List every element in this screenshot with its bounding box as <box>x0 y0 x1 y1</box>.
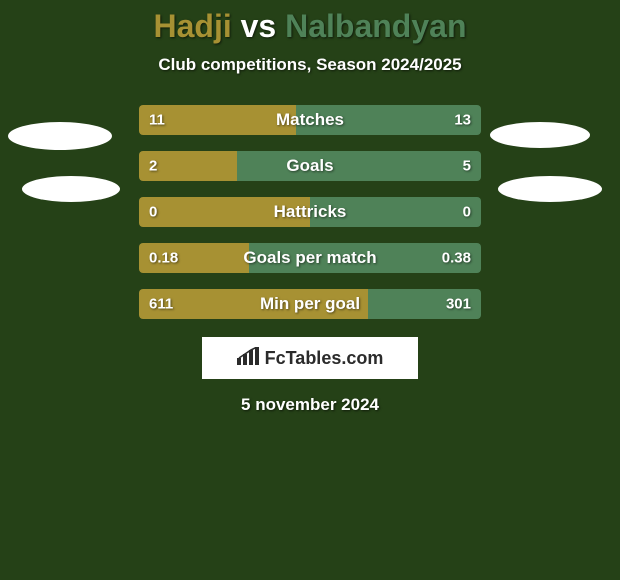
brand-box: FcTables.com <box>202 337 418 379</box>
stat-value-right: 13 <box>454 112 471 129</box>
vs-text: vs <box>241 8 277 44</box>
stat-value-right: 5 <box>463 158 471 175</box>
stat-row: Goals 2 5 <box>139 151 481 181</box>
comparison-canvas: Hadji vs Nalbandyan Club competitions, S… <box>0 0 620 580</box>
stat-value-left: 0 <box>149 204 157 221</box>
player1-name: Hadji <box>154 8 232 44</box>
team-logo-right-2 <box>498 176 602 202</box>
stat-value-left: 2 <box>149 158 157 175</box>
team-logo-right-1 <box>490 122 590 148</box>
stat-value-right: 0.38 <box>442 250 471 267</box>
stat-row: Goals per match 0.18 0.38 <box>139 243 481 273</box>
team-logo-left-1 <box>8 122 112 150</box>
stat-value-right: 0 <box>463 204 471 221</box>
stat-row: Matches 11 13 <box>139 105 481 135</box>
brand-text: FcTables.com <box>265 348 384 369</box>
team-logo-left-2 <box>22 176 120 202</box>
date-text: 5 november 2024 <box>0 395 620 415</box>
player2-name: Nalbandyan <box>285 8 466 44</box>
page-title: Hadji vs Nalbandyan <box>0 0 620 45</box>
stat-fill-right <box>237 151 481 181</box>
stat-value-right: 301 <box>446 296 471 313</box>
stat-row: Min per goal 611 301 <box>139 289 481 319</box>
brand-chart-icon <box>237 347 259 370</box>
stat-label: Goals per match <box>243 248 376 268</box>
stat-value-left: 0.18 <box>149 250 178 267</box>
stat-label: Goals <box>286 156 333 176</box>
stat-bars: Matches 11 13 Goals 2 5 Hattricks 0 0 Goals per m… <box>139 105 481 319</box>
stat-label: Min per goal <box>260 294 360 314</box>
stat-value-left: 11 <box>149 112 165 129</box>
stat-value-left: 611 <box>149 296 173 313</box>
subtitle: Club competitions, Season 2024/2025 <box>0 55 620 75</box>
stat-label: Matches <box>276 110 344 130</box>
stat-label: Hattricks <box>274 202 347 222</box>
stat-row: Hattricks 0 0 <box>139 197 481 227</box>
